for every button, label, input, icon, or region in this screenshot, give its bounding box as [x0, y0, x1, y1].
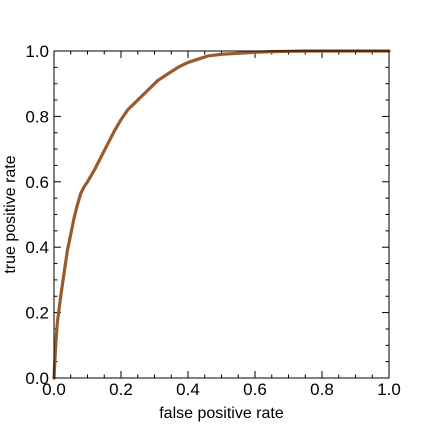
y-tick-label: 1.0: [25, 42, 49, 61]
x-tick-label: 0.8: [310, 380, 334, 399]
x-tick-label: 1.0: [377, 380, 401, 399]
x-axis-label: false positive rate: [159, 405, 284, 422]
y-tick-label: 0.2: [25, 304, 49, 323]
x-tick-label: 0.0: [42, 380, 66, 399]
plot-frame: [53, 50, 390, 379]
x-tick-label: 0.6: [243, 380, 267, 399]
y-axis-label: true positive rate: [2, 155, 19, 273]
y-tick-label: 0.6: [25, 173, 49, 192]
x-tick-label: 0.2: [109, 380, 133, 399]
x-tick-label: 0.4: [176, 380, 200, 399]
y-tick-label: 0.0: [25, 369, 49, 388]
y-tick-label: 0.8: [25, 107, 49, 126]
y-tick-label: 0.4: [25, 238, 49, 257]
x-axis-ticks: 0.0 0.2 0.4 0.6 0.8 1.0: [42, 51, 401, 399]
